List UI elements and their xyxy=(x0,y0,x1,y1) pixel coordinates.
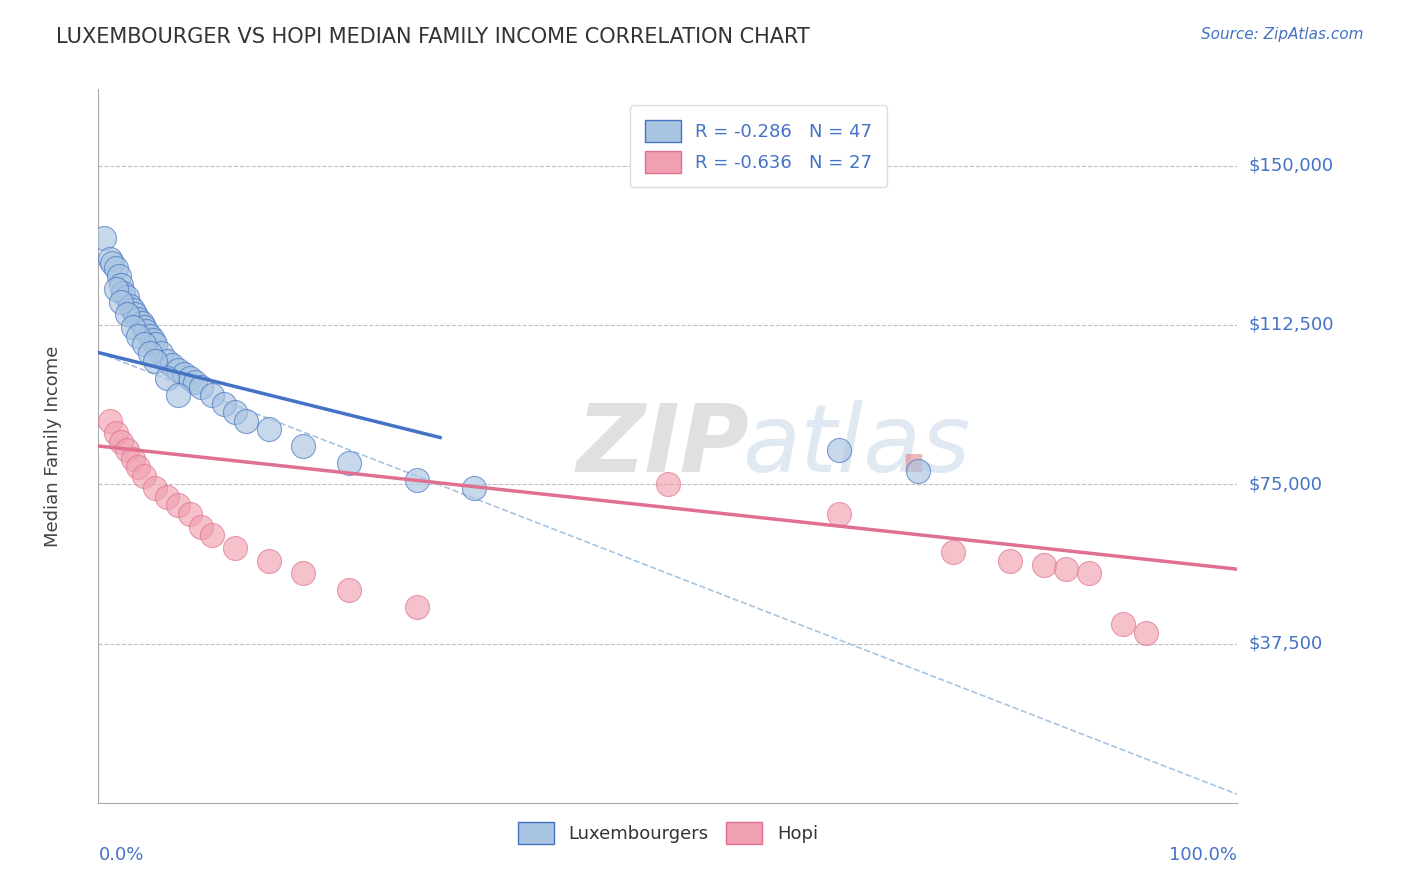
Text: 100.0%: 100.0% xyxy=(1170,846,1237,863)
Point xyxy=(235,413,257,427)
Point xyxy=(104,282,127,296)
Point xyxy=(156,354,179,368)
Point xyxy=(463,482,485,496)
Text: atlas: atlas xyxy=(742,401,970,491)
Point xyxy=(1078,566,1101,581)
Point xyxy=(1032,558,1054,572)
Point xyxy=(145,354,167,368)
Text: $112,500: $112,500 xyxy=(1249,316,1334,334)
Point xyxy=(184,376,207,390)
Point xyxy=(112,286,135,301)
Point xyxy=(212,396,235,410)
Point xyxy=(1112,617,1135,632)
Point xyxy=(173,367,195,381)
Point xyxy=(120,299,142,313)
Point xyxy=(121,303,143,318)
Point xyxy=(406,600,429,615)
Point xyxy=(127,328,149,343)
Point xyxy=(142,333,165,347)
Point xyxy=(259,554,281,568)
Point xyxy=(337,456,360,470)
Point xyxy=(121,320,143,334)
Point xyxy=(127,311,149,326)
Point xyxy=(150,345,173,359)
Legend: Luxembourgers, Hopi: Luxembourgers, Hopi xyxy=(510,814,825,851)
Point xyxy=(190,519,212,533)
Point xyxy=(98,413,121,427)
Text: $37,500: $37,500 xyxy=(1249,634,1323,653)
Point xyxy=(1135,626,1157,640)
Point xyxy=(156,490,179,504)
Text: $150,000: $150,000 xyxy=(1249,157,1333,175)
Point xyxy=(115,290,138,304)
Point xyxy=(132,320,155,334)
Point xyxy=(1054,562,1078,576)
Point xyxy=(115,443,138,458)
Point xyxy=(98,252,121,266)
Point xyxy=(145,337,167,351)
Point xyxy=(179,507,201,521)
Point xyxy=(828,443,851,458)
Point xyxy=(121,451,143,466)
Point xyxy=(179,371,201,385)
Point xyxy=(156,371,179,385)
Point xyxy=(907,465,929,479)
Point xyxy=(998,554,1021,568)
Point xyxy=(224,541,246,555)
Point xyxy=(93,231,115,245)
Point xyxy=(167,388,190,402)
Text: ZIP: ZIP xyxy=(576,400,749,492)
Point xyxy=(104,426,127,441)
Point xyxy=(292,566,315,581)
Point xyxy=(942,545,965,559)
Point xyxy=(190,379,212,393)
Point xyxy=(101,256,124,270)
Point xyxy=(110,434,132,449)
Point xyxy=(132,337,155,351)
Point xyxy=(138,345,160,359)
Point xyxy=(406,473,429,487)
Point xyxy=(292,439,315,453)
Point xyxy=(201,528,224,542)
Point xyxy=(201,388,224,402)
Point xyxy=(127,460,149,475)
Point xyxy=(145,482,167,496)
Point xyxy=(124,307,146,321)
Point xyxy=(337,583,360,598)
Point xyxy=(132,468,155,483)
Point xyxy=(110,294,132,309)
Point xyxy=(131,316,153,330)
Point xyxy=(167,362,190,376)
Point xyxy=(135,324,157,338)
Point xyxy=(115,307,138,321)
Text: Source: ZipAtlas.com: Source: ZipAtlas.com xyxy=(1201,27,1364,42)
Text: LUXEMBOURGER VS HOPI MEDIAN FAMILY INCOME CORRELATION CHART: LUXEMBOURGER VS HOPI MEDIAN FAMILY INCOM… xyxy=(56,27,810,46)
Point xyxy=(104,260,127,275)
Text: .: . xyxy=(896,400,932,492)
Point xyxy=(828,507,851,521)
Point xyxy=(224,405,246,419)
Text: Median Family Income: Median Family Income xyxy=(44,345,62,547)
Point xyxy=(110,277,132,292)
Text: 0.0%: 0.0% xyxy=(98,846,143,863)
Point xyxy=(138,328,160,343)
Text: $75,000: $75,000 xyxy=(1249,475,1323,493)
Point xyxy=(167,499,190,513)
Point xyxy=(657,477,679,491)
Point xyxy=(162,359,184,373)
Point xyxy=(259,422,281,436)
Point xyxy=(108,269,131,284)
